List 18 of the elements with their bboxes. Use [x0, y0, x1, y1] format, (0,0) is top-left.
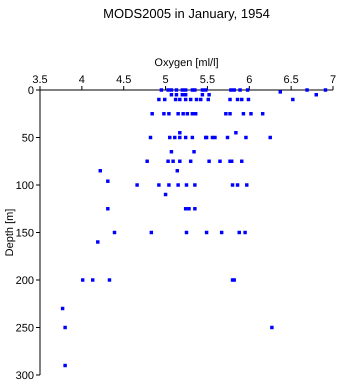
- y-tick-label: 0: [28, 84, 34, 97]
- y-tick-label: 50: [22, 132, 34, 144]
- x-tick-label: 6: [246, 74, 252, 86]
- x-tick-label: 5: [162, 74, 169, 86]
- x-axis-title: Oxygen [ml/l]: [154, 57, 219, 69]
- y-tick-label: 100: [16, 180, 34, 192]
- y-tick-label: 200: [16, 274, 34, 287]
- y-tick-label: 300: [16, 370, 34, 382]
- x-tick-label: 4.5: [116, 74, 132, 86]
- x-tick-label: 5.5: [200, 74, 216, 86]
- x-tick-label: 7: [330, 74, 336, 86]
- y-tick-label: 250: [16, 322, 34, 334]
- x-tick-label: 4: [78, 74, 85, 86]
- chart-title: MODS2005 in January, 1954: [103, 6, 270, 21]
- x-tick-label: 6.5: [283, 74, 299, 86]
- y-tick-label: 150: [16, 227, 34, 240]
- y-axis-title: Depth [m]: [4, 208, 16, 256]
- x-tick-label: 3.5: [32, 74, 48, 86]
